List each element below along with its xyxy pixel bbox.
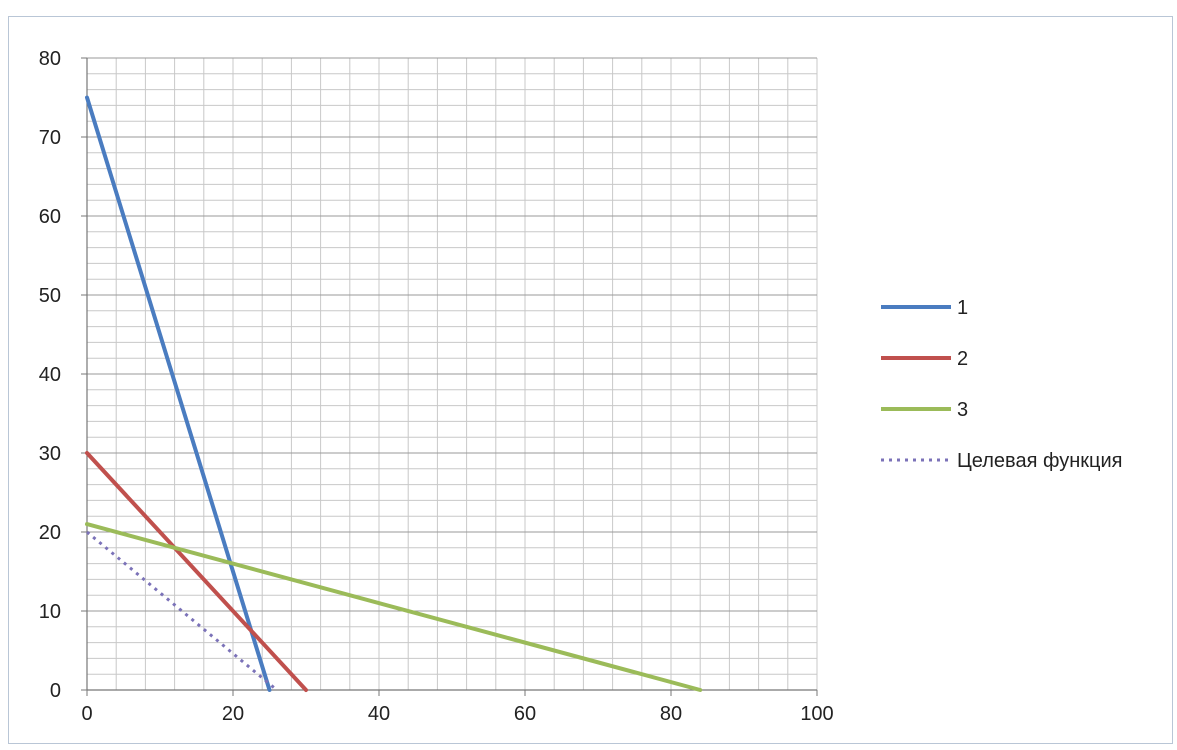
chart-frame: 0 20 40 60 80 100 0 10 20 30 40 50 60 70 80 1 2 3 Целевая… (8, 16, 1173, 744)
grid (86, 57, 818, 691)
x-tick-label: 100 (800, 703, 833, 725)
legend: 1 2 3 Целевая функция (881, 297, 1122, 472)
y-tick-label: 30 (39, 443, 61, 465)
y-tick-label: 80 (39, 48, 61, 70)
legend-label: Целевая функция (957, 450, 1122, 472)
y-tick-label: 60 (39, 206, 61, 228)
series-line-3 (85, 522, 703, 692)
x-tick-label: 0 (81, 703, 92, 725)
y-tick-label: 40 (39, 364, 61, 386)
y-tick-label: 10 (39, 601, 61, 623)
legend-label: 3 (957, 399, 968, 421)
axes: 0 20 40 60 80 100 0 10 20 30 40 50 60 70 80 (39, 48, 834, 725)
series-line-4 (86, 530, 278, 692)
series-layer (85, 95, 703, 692)
y-tick-label: 70 (39, 127, 61, 149)
legend-label: 2 (957, 348, 968, 370)
x-tick-label: 60 (514, 703, 536, 725)
y-tick-label: 20 (39, 522, 61, 544)
x-tick-label: 80 (660, 703, 682, 725)
x-tick-label: 20 (222, 703, 244, 725)
legend-label: 1 (957, 297, 968, 319)
series-line-2 (85, 451, 308, 692)
line-chart: 0 20 40 60 80 100 0 10 20 30 40 50 60 70 80 1 2 3 Целевая… (39, 48, 1123, 725)
y-tick-label: 50 (39, 285, 61, 307)
y-tick-label: 0 (50, 680, 61, 702)
series-line-1 (85, 95, 272, 692)
x-tick-label: 40 (368, 703, 390, 725)
